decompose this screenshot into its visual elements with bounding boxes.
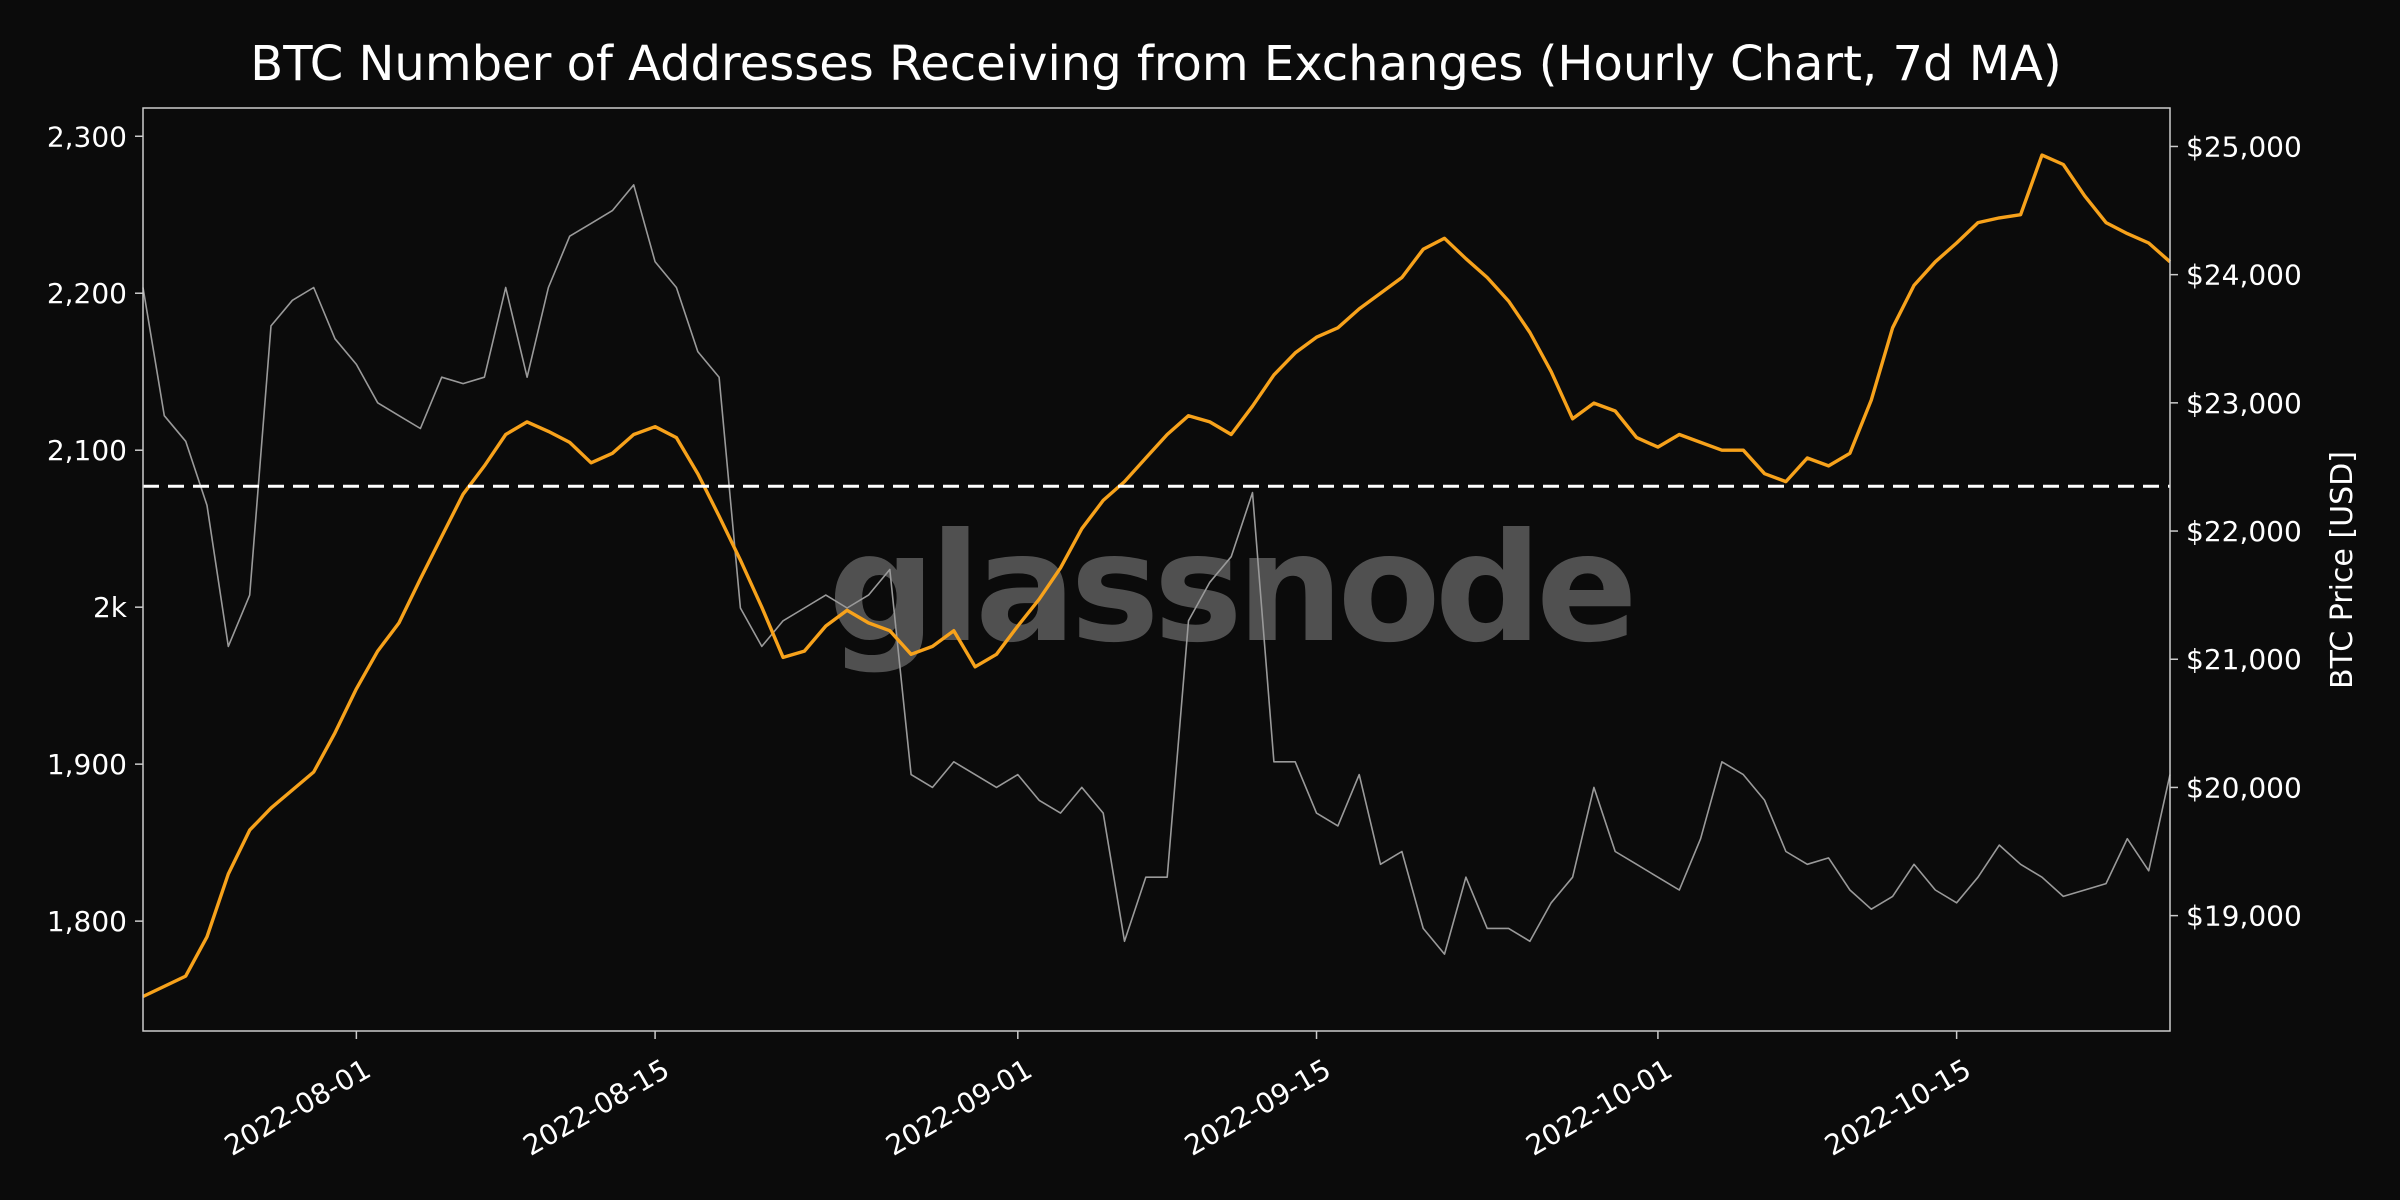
left-tick-label: 2k bbox=[93, 591, 128, 624]
series-layer bbox=[142, 153, 2172, 999]
series-line-addresses bbox=[142, 153, 2172, 999]
right-axis-ticks: $19,000 $20,000 $21,000 $22,000 $23,000 $24,0… bbox=[2170, 130, 2302, 933]
left-tick-label: 2,100 bbox=[47, 434, 127, 467]
watermark-logo: glassnode bbox=[828, 502, 1632, 676]
left-tick-label: 2,200 bbox=[47, 277, 127, 310]
right-tick-label: $19,000 bbox=[2186, 900, 2302, 933]
right-tick-label: $21,000 bbox=[2186, 643, 2302, 676]
right-axis-label: BTC Price [USD] bbox=[2325, 451, 2360, 689]
plot-frame bbox=[142, 107, 2171, 1032]
right-tick-label: $22,000 bbox=[2186, 515, 2302, 548]
right-tick-label: $25,000 bbox=[2186, 130, 2302, 163]
right-tick-label: $23,000 bbox=[2186, 387, 2302, 420]
series-line-btc-price bbox=[142, 184, 2171, 955]
left-tick-label: 1,900 bbox=[47, 748, 127, 781]
chart-title: BTC Number of Addresses Receiving from E… bbox=[250, 36, 2061, 92]
right-tick-label: $24,000 bbox=[2186, 259, 2302, 292]
left-axis-ticks: 1,800 1,900 2k 2,100 2,200 2,300 bbox=[47, 120, 143, 938]
left-tick-label: 2,300 bbox=[47, 120, 127, 153]
left-tick-label: 1,800 bbox=[47, 905, 127, 938]
right-tick-label: $20,000 bbox=[2186, 771, 2302, 804]
